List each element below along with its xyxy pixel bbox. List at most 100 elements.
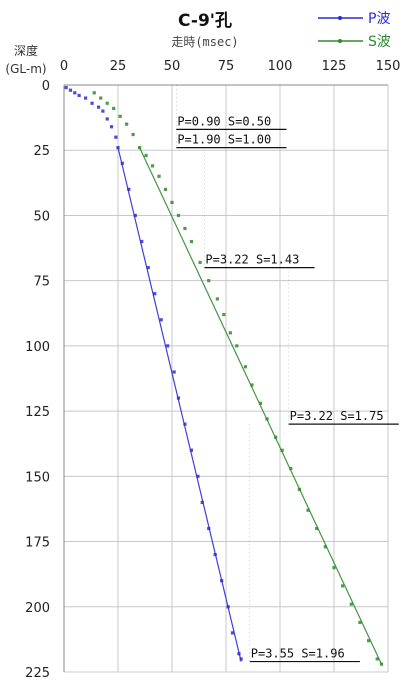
legend-marker-s: [338, 39, 342, 43]
point-series-1-23: [250, 383, 254, 387]
annotation-text-3: P=3.22 S=1.75: [290, 409, 384, 423]
y-tick-label-1: 25: [33, 144, 50, 159]
point-series-1-21: [235, 344, 239, 348]
x-tick-label-4: 100: [268, 59, 293, 74]
point-series-1-4: [118, 114, 122, 118]
y-tick-label-3: 75: [33, 275, 50, 290]
point-series-0-8: [105, 117, 109, 121]
point-series-1-13: [176, 213, 181, 218]
y-tick-label-6: 150: [25, 470, 50, 485]
point-series-1-24: [258, 401, 263, 405]
tick-labels: 0 25 50 75 100 125 150 0 25 50 75 100 125 150 175 200 22…: [25, 59, 400, 681]
point-series-1-26: [274, 435, 278, 439]
annotation-text-0: P=0.90 S=0.50: [177, 114, 271, 128]
point-series-1-14: [183, 226, 187, 231]
y-tick-label-9: 225: [25, 666, 50, 681]
fit-lines: [117, 147, 383, 665]
point-series-1-38: [375, 657, 379, 661]
point-series-1-8: [144, 153, 148, 158]
point-series-0-10: [114, 135, 118, 139]
point-series-1-28: [289, 466, 293, 471]
point-series-0-24: [196, 474, 200, 478]
x-tick-label-5: 125: [322, 59, 347, 74]
point-series-1-5: [125, 122, 129, 126]
point-series-1-31: [315, 526, 319, 531]
point-series-0-23: [189, 448, 194, 452]
point-series-0-1: [68, 88, 73, 92]
point-series-1-0: [92, 91, 96, 95]
point-series-1-30: [306, 508, 310, 512]
point-series-0-19: [166, 344, 170, 348]
y-tick-label-7: 175: [25, 536, 50, 551]
point-series-1-17: [207, 279, 211, 283]
point-series-1-20: [228, 331, 232, 335]
point-series-1-6: [131, 132, 135, 137]
point-series-0-18: [159, 318, 163, 322]
point-series-0-3: [77, 93, 81, 98]
point-series-0-12: [120, 161, 124, 165]
grid: [63, 84, 389, 673]
point-series-0-20: [172, 370, 176, 374]
point-series-0-5: [90, 101, 94, 105]
x-tick-label-1: 25: [110, 59, 127, 74]
point-series-0-25: [200, 500, 204, 505]
point-series-0-29: [226, 605, 230, 609]
point-series-1-1: [99, 96, 103, 100]
point-series-1-18: [215, 297, 219, 301]
y-tick-label-5: 125: [25, 405, 50, 420]
point-series-0-28: [220, 579, 224, 583]
point-series-0-26: [207, 526, 211, 531]
point-series-1-19: [222, 312, 226, 317]
point-series-0-13: [127, 187, 131, 191]
point-series-1-11: [163, 187, 168, 191]
annotation-text-1: P=1.90 S=1.00: [177, 133, 271, 147]
point-series-1-16: [198, 260, 202, 265]
point-series-0-6: [96, 105, 101, 109]
point-series-1-3: [112, 106, 116, 111]
point-series-0-30: [230, 631, 235, 635]
point-series-0-9: [109, 125, 114, 129]
legend: P波 S波: [318, 11, 391, 50]
fit-line-series-0: [117, 147, 242, 662]
annotation-text-2: P=3.22 S=1.43: [205, 253, 299, 267]
y-tick-label-2: 50: [33, 209, 50, 224]
fit-line-series-1: [139, 147, 383, 665]
point-series-0-11: [116, 146, 120, 150]
point-series-1-15: [189, 239, 194, 244]
data-points: [64, 86, 384, 666]
point-series-0-27: [213, 553, 217, 557]
x-tick-label-6: 150: [376, 59, 401, 74]
point-series-1-10: [157, 174, 161, 178]
annotations: P=0.90 S=0.50 P=1.90 S=1.00 P=3.22 S=1.43 P…: [176, 85, 399, 663]
point-series-1-27: [280, 448, 284, 452]
point-series-0-15: [140, 239, 144, 244]
y-tick-label-8: 200: [25, 601, 50, 616]
y-tick-label-0: 0: [42, 79, 50, 94]
point-series-1-37: [366, 639, 371, 643]
point-series-1-22: [243, 365, 248, 369]
point-series-1-25: [265, 417, 269, 421]
point-series-0-14: [133, 213, 137, 218]
point-series-0-31: [237, 652, 241, 656]
point-series-0-21: [176, 396, 181, 400]
x-tick-label-3: 75: [218, 59, 235, 74]
point-series-1-34: [341, 584, 345, 588]
point-series-1-35: [349, 602, 353, 606]
x-axis-label: 走時(msec): [171, 35, 238, 49]
point-series-0-2: [73, 91, 77, 95]
point-series-0-32: [239, 657, 243, 661]
point-series-0-0: [64, 86, 68, 90]
point-series-0-22: [183, 422, 187, 426]
point-series-1-39: [379, 662, 384, 666]
point-series-0-17: [153, 292, 157, 296]
point-series-1-9: [150, 164, 155, 168]
legend-marker-p: [338, 16, 342, 20]
point-series-0-4: [84, 96, 88, 100]
y-tick-label-4: 100: [25, 340, 50, 355]
legend-label-p: P波: [368, 11, 390, 27]
y-axis-label: 深度: [14, 43, 38, 58]
point-series-0-16: [146, 266, 150, 270]
annotation-text-4: P=3.55 S=1.96: [251, 647, 345, 661]
point-series-1-32: [323, 545, 327, 549]
